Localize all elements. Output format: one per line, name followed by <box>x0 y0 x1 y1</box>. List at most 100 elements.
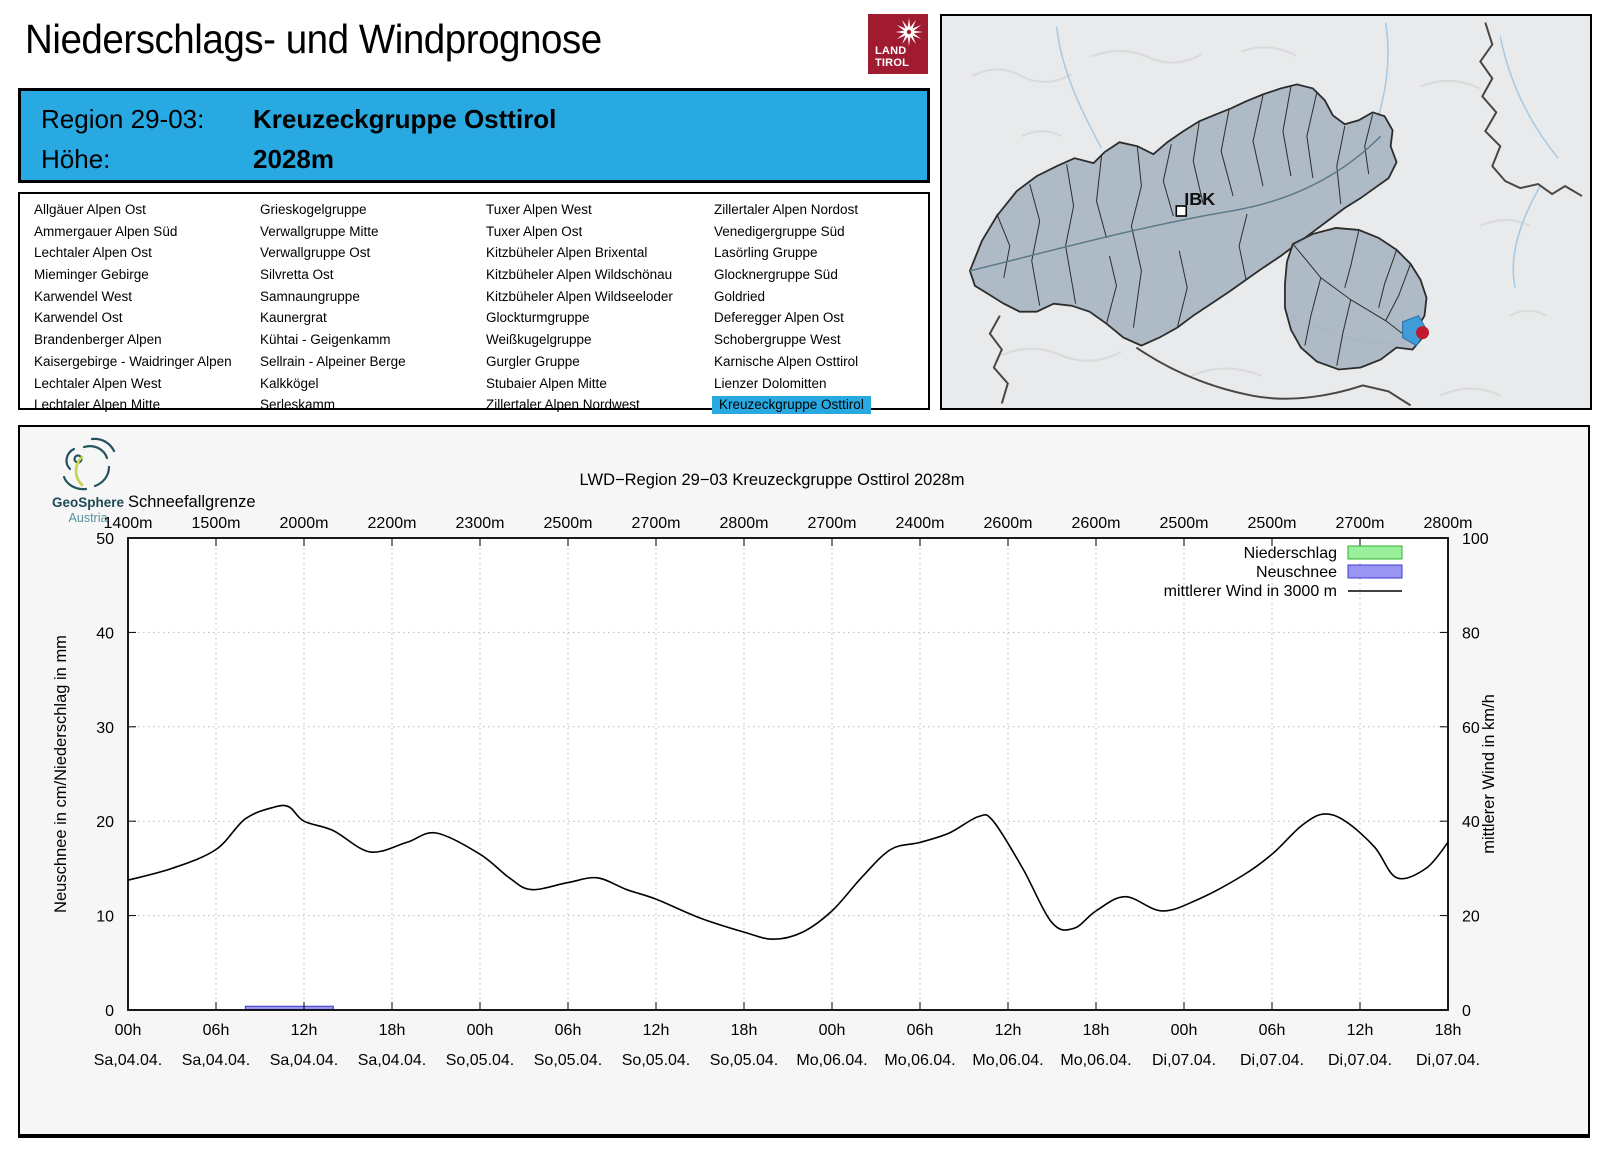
x-day-label: Di,07.04. <box>1152 1052 1216 1069</box>
x-hour-label: 06h <box>1259 1022 1286 1039</box>
y-right-label: 100 <box>1462 531 1489 548</box>
region-item[interactable]: Tuxer Alpen West <box>486 202 592 217</box>
region-item[interactable]: Zillertaler Alpen Nordwest <box>486 397 640 413</box>
region-item[interactable]: Lechtaler Alpen West <box>34 375 162 391</box>
y-right-label: 40 <box>1462 814 1480 831</box>
region-item[interactable]: Silvretta Ost <box>260 267 334 283</box>
chart-title: LWD−Region 29−03 Kreuzeckgruppe Osttirol… <box>580 471 965 489</box>
region-item[interactable]: Glockturmgruppe <box>486 310 590 326</box>
altitude-value: 2028m <box>253 144 334 174</box>
snowline-value: 2500m <box>1248 515 1297 532</box>
region-item[interactable]: Lechtaler Alpen Ost <box>34 245 152 261</box>
legend-label: mittlerer Wind in 3000 m <box>1164 583 1337 600</box>
region-item[interactable]: Mieminger Gebirge <box>34 267 149 283</box>
region-item[interactable]: Glocknergruppe Süd <box>714 267 838 283</box>
land-tirol-logo: LAND TIROL <box>868 14 928 74</box>
region-item[interactable]: Kitzbüheler Alpen Wildseeloder <box>486 288 673 304</box>
region-column-2: Grieskogelgruppe Verwallgruppe Mitte Verwa… <box>260 199 406 416</box>
y-right-label: 60 <box>1462 720 1480 737</box>
map-city-label: IBK <box>1184 189 1215 209</box>
x-day-label: Sa,04.04. <box>270 1052 339 1069</box>
region-item[interactable]: Serleskamm <box>260 397 336 413</box>
legend-label: Niederschlag <box>1244 545 1337 562</box>
region-item[interactable]: Schobergruppe West <box>714 332 841 348</box>
x-day-label: Sa,04.04. <box>358 1052 427 1069</box>
x-hour-label: 12h <box>291 1022 318 1039</box>
region-item[interactable]: Gurgler Gruppe <box>486 353 580 369</box>
region-item[interactable]: Ammergauer Alpen Süd <box>34 223 178 239</box>
region-item[interactable]: Karwendel West <box>34 288 133 304</box>
region-item[interactable]: Kühtai - Geigenkamm <box>260 332 391 348</box>
legend-label: Neuschnee <box>1256 564 1337 581</box>
snowline-value: 2600m <box>984 515 1033 532</box>
region-item[interactable]: Tuxer Alpen Ost <box>486 223 583 239</box>
region-item[interactable]: Karnische Alpen Osttirol <box>714 353 859 369</box>
snowline-value: 2700m <box>1336 515 1385 532</box>
region-item[interactable]: Stubaier Alpen Mitte <box>486 375 607 391</box>
snowline-value: 2000m <box>280 515 329 532</box>
tirol-overview-map: IBK <box>940 14 1592 410</box>
region-item[interactable]: Verwallgruppe Ost <box>260 245 371 261</box>
region-item-selected[interactable]: Kreuzeckgruppe Osttirol <box>712 394 871 416</box>
region-item[interactable]: Kaisergebirge - Waidringer Alpen <box>34 353 232 369</box>
region-item[interactable]: Samnaungruppe <box>260 288 360 304</box>
x-day-label: Di,07.04. <box>1416 1052 1480 1069</box>
selected-region-marker <box>1416 326 1429 340</box>
snowline-value: 1400m <box>104 515 153 532</box>
x-day-label: So,05.04. <box>446 1052 515 1069</box>
region-item[interactable]: Verwallgruppe Mitte <box>260 223 379 239</box>
region-item[interactable]: Venedigergruppe Süd <box>714 223 845 239</box>
x-day-label: Mo,06.04. <box>796 1052 867 1069</box>
x-day-label: So,05.04. <box>710 1052 779 1069</box>
region-item[interactable]: Kitzbüheler Alpen Wildschönau <box>486 267 673 283</box>
region-item[interactable]: Goldried <box>714 288 766 304</box>
x-hour-label: 00h <box>819 1022 846 1039</box>
region-item[interactable]: Deferegger Alpen Ost <box>714 310 844 326</box>
region-item[interactable]: Zillertaler Alpen Nordost <box>714 202 859 217</box>
region-column-4: Zillertaler Alpen Nordost Venedigergruppe… <box>712 199 871 416</box>
y-right-label: 80 <box>1462 625 1480 642</box>
x-hour-label: 18h <box>731 1022 758 1039</box>
wind-line <box>127 804 1449 941</box>
snowline-title: Schneefallgrenze <box>128 493 256 511</box>
x-day-label: Mo,06.04. <box>972 1052 1043 1069</box>
x-hour-label: 18h <box>1083 1022 1110 1039</box>
region-item[interactable]: Lechtaler Alpen Mitte <box>34 397 161 413</box>
map-national-border <box>988 22 1583 407</box>
page-title: Niederschlags- und Windprognose <box>25 16 602 62</box>
region-item[interactable]: Allgäuer Alpen Ost <box>34 202 146 217</box>
region-item[interactable]: Lienzer Dolomitten <box>714 375 827 391</box>
forecast-chart: GeoSphere Austria 00h Sa,04.04. 1400m 06h Sa… <box>52 437 1498 1069</box>
y-axis-title-left: Neuschnee in cm/Niederschlag in mm <box>52 635 70 913</box>
region-item[interactable]: Kalkkögel <box>260 375 319 391</box>
legend-swatch <box>1347 545 1403 560</box>
region-item[interactable]: Brandenberger Alpen <box>34 332 162 348</box>
svg-text:GeoSphere: GeoSphere <box>52 495 125 510</box>
region-item[interactable]: Kaunergrat <box>260 310 327 326</box>
region-item[interactable]: Weißkugelgruppe <box>486 332 592 348</box>
x-hour-label: 00h <box>467 1022 494 1039</box>
snowline-value: 2300m <box>456 515 505 532</box>
y-left-label: 0 <box>105 1003 114 1020</box>
snowline-value: 2600m <box>1072 515 1121 532</box>
region-item[interactable]: Karwendel Ost <box>34 310 123 326</box>
tirol-eagle-icon <box>895 18 923 46</box>
x-day-label: Sa,04.04. <box>182 1052 251 1069</box>
forecast-chart-panel: GeoSphere Austria 00h Sa,04.04. 1400m 06h Sa… <box>18 425 1590 1138</box>
region-item[interactable]: Sellrain - Alpeiner Berge <box>260 353 406 369</box>
region-column-1: Allgäuer Alpen Ost Ammergauer Alpen Süd Le… <box>34 199 232 416</box>
region-item[interactable]: Kitzbüheler Alpen Brixental <box>486 245 648 261</box>
y-left-label: 20 <box>96 814 114 831</box>
map-relief <box>971 46 1547 397</box>
y-left-label: 40 <box>96 625 114 642</box>
snowline-value: 2800m <box>1424 515 1473 532</box>
x-day-label: So,05.04. <box>622 1052 691 1069</box>
region-item[interactable]: Lasörling Gruppe <box>714 245 818 261</box>
snowline-value: 2200m <box>368 515 417 532</box>
x-hour-label: 18h <box>379 1022 406 1039</box>
y-left-label: 30 <box>96 720 114 737</box>
region-item[interactable]: Grieskogelgruppe <box>260 202 367 217</box>
land-tirol-logo-text: LAND TIROL <box>875 45 909 69</box>
x-day-label: Mo,06.04. <box>884 1052 955 1069</box>
